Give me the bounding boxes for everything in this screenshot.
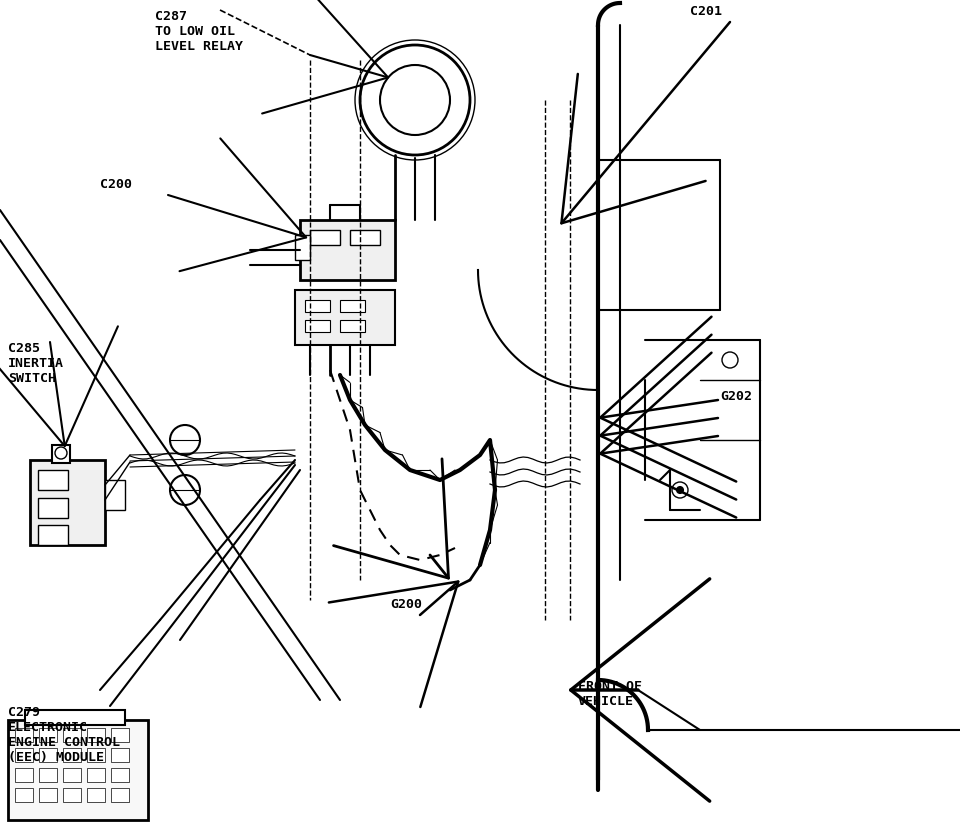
Text: G202: G202 bbox=[720, 390, 752, 403]
Bar bbox=[87, 768, 105, 782]
Bar bbox=[63, 768, 81, 782]
Bar bbox=[39, 748, 57, 762]
Bar bbox=[310, 230, 340, 245]
Circle shape bbox=[677, 487, 683, 493]
Bar bbox=[340, 320, 365, 332]
Bar bbox=[295, 235, 310, 260]
Bar bbox=[15, 748, 33, 762]
Bar bbox=[63, 748, 81, 762]
Bar bbox=[38, 498, 68, 518]
Bar bbox=[111, 788, 129, 802]
Bar bbox=[87, 748, 105, 762]
Bar bbox=[15, 768, 33, 782]
Bar bbox=[295, 290, 395, 345]
Bar bbox=[111, 768, 129, 782]
Bar bbox=[15, 788, 33, 802]
Bar bbox=[8, 720, 148, 820]
Bar bbox=[30, 460, 105, 545]
Text: C279
ELECTRONIC
ENGINE CONTROL
(EEC) MODULE: C279 ELECTRONIC ENGINE CONTROL (EEC) MOD… bbox=[8, 706, 120, 764]
Bar bbox=[111, 748, 129, 762]
Bar bbox=[39, 788, 57, 802]
Bar bbox=[300, 220, 395, 280]
Text: C287
TO LOW OIL
LEVEL RELAY: C287 TO LOW OIL LEVEL RELAY bbox=[155, 10, 243, 53]
Bar bbox=[340, 300, 365, 312]
Bar bbox=[63, 788, 81, 802]
Text: C201: C201 bbox=[690, 5, 722, 18]
Bar bbox=[39, 768, 57, 782]
Bar bbox=[25, 710, 125, 725]
Bar bbox=[15, 728, 33, 742]
Bar bbox=[52, 445, 70, 463]
Text: C200: C200 bbox=[100, 178, 132, 191]
Bar bbox=[305, 320, 330, 332]
Bar bbox=[350, 230, 380, 245]
Text: FRONT OF
VEHICLE: FRONT OF VEHICLE bbox=[578, 680, 642, 708]
Text: G200: G200 bbox=[390, 598, 422, 611]
Bar bbox=[39, 728, 57, 742]
Bar bbox=[87, 728, 105, 742]
Bar bbox=[38, 470, 68, 490]
Bar bbox=[111, 728, 129, 742]
Bar bbox=[105, 480, 125, 510]
Bar bbox=[63, 728, 81, 742]
Bar bbox=[38, 525, 68, 545]
Bar bbox=[305, 300, 330, 312]
Bar bbox=[87, 788, 105, 802]
Text: C285
INERTIA
SWITCH: C285 INERTIA SWITCH bbox=[8, 342, 64, 385]
